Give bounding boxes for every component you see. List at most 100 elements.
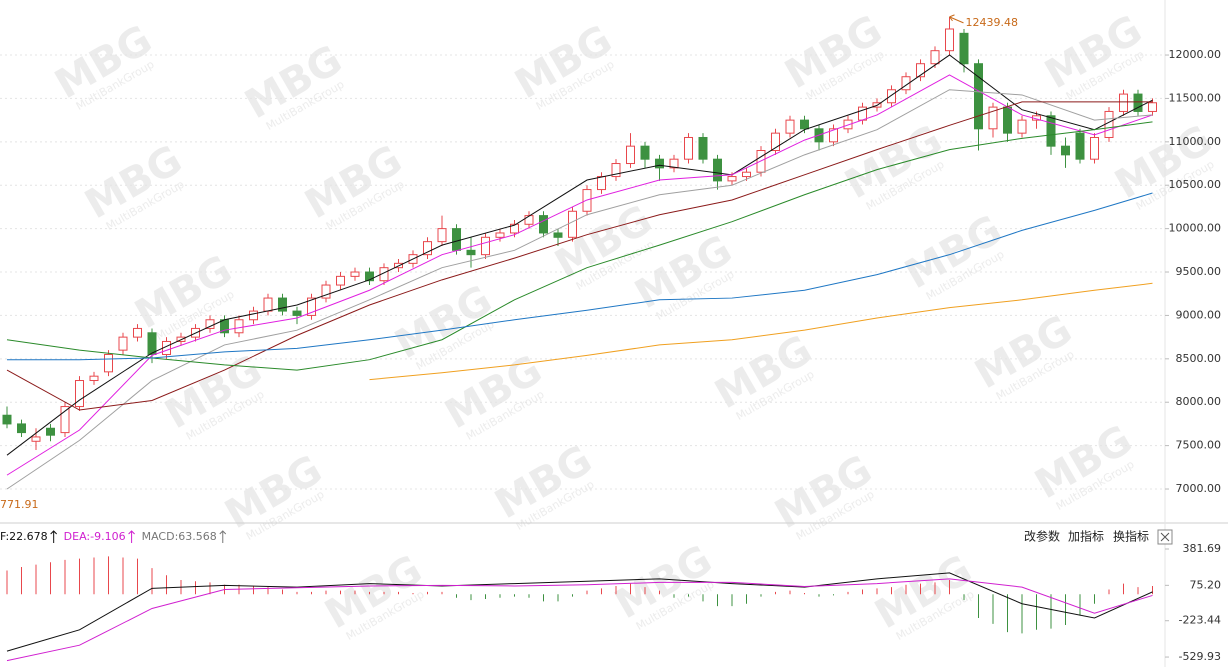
candle-body [771, 132, 780, 152]
candle-body [510, 223, 519, 234]
y-tick-label: 75.20 [1190, 578, 1222, 591]
candle-body [104, 353, 113, 373]
candle-body [89, 375, 99, 382]
y-tick-label: 9500.00 [1176, 265, 1222, 278]
macd-line [6, 578, 1153, 662]
candle-body [887, 89, 896, 104]
y-tick-label: 12000.00 [1169, 48, 1222, 61]
y-tick-label: -223.44 [1179, 614, 1221, 627]
candle-body [1104, 110, 1114, 138]
ma-line [6, 101, 1153, 411]
candle-body [626, 145, 635, 165]
y-tick-label: 10000.00 [1169, 222, 1222, 235]
candle-body [307, 297, 316, 316]
candle-body [800, 119, 809, 130]
y-tick-label: -529.93 [1179, 650, 1221, 663]
indicator-label: F:22.678 [0, 530, 48, 543]
candle-body [655, 158, 664, 169]
candle-body [452, 228, 461, 251]
close-icon [1160, 532, 1170, 542]
ma-line [369, 282, 1153, 381]
candle-body [234, 319, 244, 334]
candle-body [553, 232, 563, 238]
y-tick-label: 11000.00 [1169, 135, 1222, 148]
candle-body [481, 236, 490, 256]
candle-body [1061, 145, 1070, 156]
candle-body [263, 297, 273, 312]
candle-body [597, 176, 606, 191]
y-tick-label: 7000.00 [1176, 482, 1222, 495]
y-tick-label: 381.69 [1183, 542, 1222, 555]
candle-body [1017, 119, 1027, 134]
macd-line [6, 572, 1153, 652]
candle-body [1046, 115, 1056, 147]
ma-line [7, 192, 1153, 361]
candle-body [785, 119, 795, 134]
candle-body [669, 158, 679, 169]
candle-body [336, 275, 345, 286]
candle-body [31, 436, 41, 442]
y-tick-label: 10500.00 [1169, 178, 1222, 191]
candle-body [698, 136, 708, 160]
candle-body [640, 145, 650, 160]
toolbar-button[interactable]: 换指标 [1113, 529, 1149, 544]
indicator-arrow [50, 530, 58, 543]
candle-body [1075, 132, 1085, 160]
ma-line [6, 121, 1153, 371]
candle-body [539, 215, 548, 234]
candle-body [1090, 136, 1099, 160]
candle-body [75, 380, 84, 408]
candle-body [945, 28, 954, 52]
candle-body [379, 267, 389, 282]
candle-body [292, 310, 302, 316]
candle-body [423, 241, 432, 256]
candle-body [742, 171, 751, 178]
candle-body [60, 406, 70, 434]
indicator-arrow [128, 530, 135, 543]
candle-body [365, 271, 374, 282]
toolbar-button[interactable]: 加指标 [1068, 529, 1104, 544]
candle-body [118, 336, 128, 351]
y-tick-label: 11500.00 [1169, 91, 1222, 104]
toolbar-button[interactable]: 改参数 [1024, 529, 1060, 544]
ma-line [6, 74, 1153, 476]
candle-body [133, 327, 142, 338]
annotation: 12439.48 [966, 16, 1019, 29]
ma-line [6, 54, 1153, 456]
candle-body [829, 128, 838, 143]
candle-body [1003, 106, 1012, 134]
candle-body [17, 423, 26, 434]
y-tick-label: 8000.00 [1176, 395, 1222, 408]
candle-body [684, 136, 693, 160]
candle-body [147, 332, 157, 355]
candle-body [1148, 102, 1157, 112]
ma-line [6, 89, 1153, 490]
annotation-arrow [949, 14, 964, 24]
candle-body [568, 210, 577, 238]
candle-body [2, 414, 12, 425]
candle-body [249, 310, 258, 321]
candle-body [974, 63, 983, 130]
candle-body [901, 76, 911, 91]
candle-body [1119, 93, 1128, 112]
candle-body [988, 106, 998, 130]
indicator-label: MACD:63.568 [142, 530, 217, 543]
candle-body [1133, 93, 1143, 112]
